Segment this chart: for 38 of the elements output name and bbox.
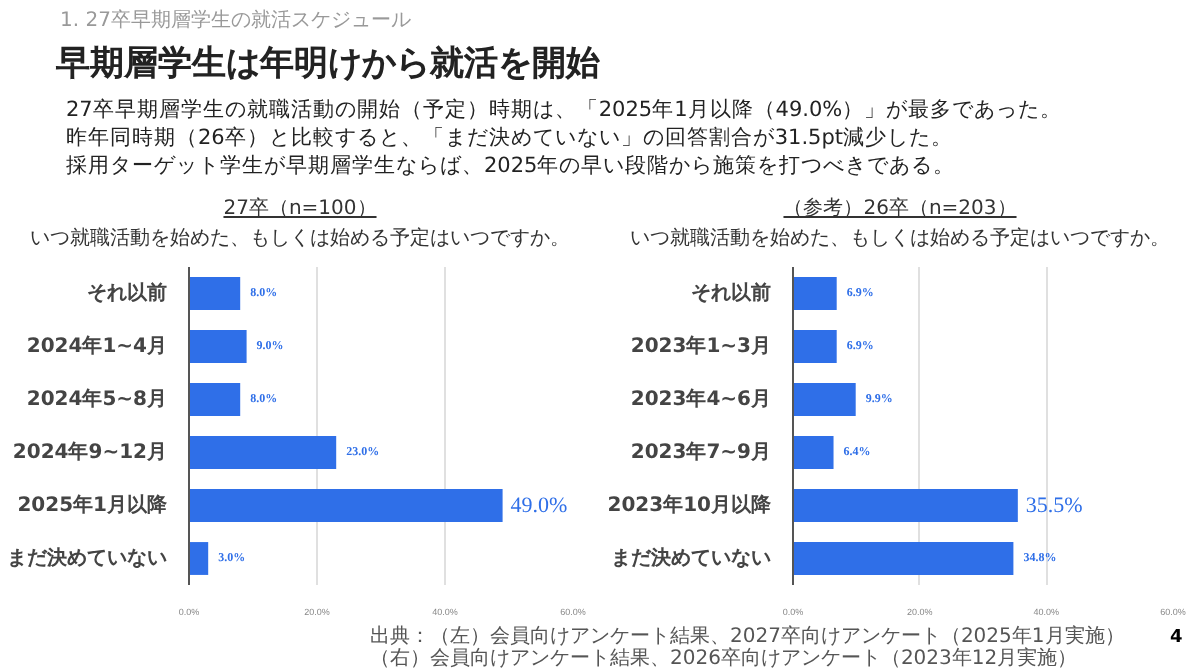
- chart-subtitle: いつ就職活動を始めた、もしくは始める予定はいつですか。: [628, 225, 1172, 254]
- y-tick-label: それ以前: [691, 280, 771, 305]
- bar: [189, 436, 337, 469]
- y-tick-label: まだ決めていない: [611, 545, 771, 570]
- bar: [189, 277, 241, 310]
- data-label: 35.5%: [1025, 493, 1083, 518]
- text: 1. 27卒早期層学生の就活スケジュール: [60, 8, 413, 36]
- bar: [189, 542, 209, 575]
- y-tick-label: 2024年1~4月: [26, 333, 168, 358]
- y-tick-label: 2023年1~3月: [630, 333, 772, 358]
- bar: [793, 436, 834, 469]
- y-tick-label: 2023年4~6月: [630, 386, 772, 411]
- y-tick-label: それ以前: [87, 280, 167, 305]
- y-tick-label: 2025年1月以降: [17, 492, 169, 517]
- y-tick-label: まだ決めていない: [7, 545, 167, 570]
- bar: [793, 542, 1014, 575]
- text: 4: [1170, 626, 1183, 652]
- y-tick-label: 2024年9~12月: [12, 439, 168, 464]
- chart-title: （参考）26卒（n=203）: [781, 195, 1019, 224]
- text: 昨年同時期（26卒）と比較すると、「まだ決めていない」の回答割合が31.5pt減少した。: [66, 123, 956, 152]
- y-tick-label: 2024年5~8月: [26, 386, 168, 411]
- bar: [793, 383, 856, 416]
- chart-subtitle: いつ就職活動を始めた、もしくは始める予定はいつですか。: [28, 225, 572, 254]
- bar: [189, 383, 241, 416]
- chart-title: 27卒（n=100）: [221, 195, 379, 224]
- text: 27卒早期層学生の就職活動の開始（予定）時期は、「2025年1月以降（49.0%）」が最多であった。: [66, 95, 1065, 124]
- bar: [189, 330, 247, 363]
- bar: [793, 277, 837, 310]
- y-tick-label: 2023年10月以降: [607, 492, 773, 517]
- text: 採用ターゲット学生が早期層学生ならば、2025年の早い段階から施策を打つべきである。: [66, 151, 958, 180]
- bar: [793, 330, 837, 363]
- text: 早期層学生は年明けから就活を開始: [56, 42, 602, 89]
- bar: [189, 489, 503, 522]
- bar: [793, 489, 1018, 522]
- source-note: 出典：（左）会員向けアンケート結果、2027卒向けアンケート（2025年1月実施）: [370, 626, 1125, 648]
- y-tick-label: 2023年7~9月: [630, 439, 772, 464]
- text: （右）会員向けアンケート結果、2026卒向けアンケート（2023年12月実施）: [370, 648, 1080, 670]
- data-label: 49.0%: [510, 493, 568, 518]
